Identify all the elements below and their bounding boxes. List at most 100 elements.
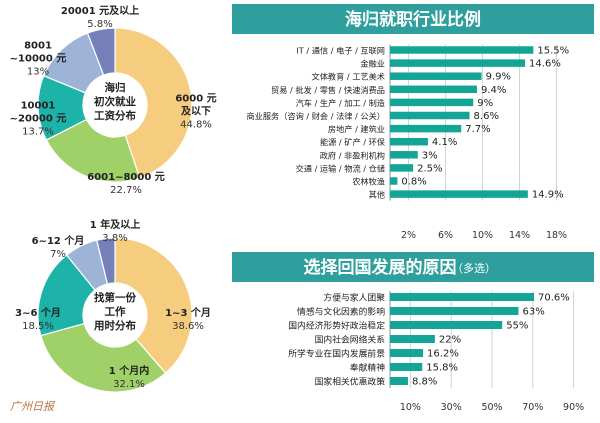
bar	[390, 335, 435, 343]
donut-slice	[45, 118, 141, 183]
category-label: 交通 / 运输 / 物流 / 仓储	[296, 163, 385, 173]
slice-label: 20001 元及以上	[61, 4, 139, 17]
donut-title: 找第一份工作用时分布	[93, 291, 136, 332]
bar	[390, 59, 526, 67]
slice-value: 32.1%	[113, 379, 145, 390]
bar	[390, 293, 535, 301]
tick-label: 6%	[438, 230, 453, 241]
value-label: 14.9%	[532, 190, 564, 201]
tick-label: 90%	[563, 402, 584, 413]
slice-value: 5.8%	[87, 19, 112, 30]
bar	[390, 307, 519, 315]
bar	[390, 377, 408, 385]
donut-title: 海归初次就业工资分布	[94, 81, 136, 122]
value-label: 9.9%	[486, 72, 511, 83]
bar	[390, 46, 534, 54]
bar	[390, 363, 423, 371]
category-label: 能源 / 矿产 / 环保	[320, 137, 386, 147]
slice-value: 44.8%	[180, 120, 212, 131]
slice-label: 3~6 个月	[15, 306, 61, 319]
value-label: 7.7%	[465, 124, 490, 135]
slice-label: 6001~8000 元	[87, 171, 165, 183]
slice-value: 3.8%	[102, 233, 127, 244]
category-label: 所学专业在国内发展前景	[288, 348, 385, 360]
value-label: 63%	[523, 307, 545, 318]
value-label: 4.1%	[432, 137, 457, 148]
tick-label: 30%	[441, 402, 462, 413]
bar	[390, 98, 474, 107]
donut-center	[84, 74, 146, 136]
panel-subtitle: （多选）	[452, 261, 496, 275]
bar	[390, 124, 462, 133]
bar	[390, 164, 414, 172]
bar	[390, 190, 528, 198]
slice-label: 6~12 个月	[32, 234, 85, 247]
category-label: 政府 / 非盈利机构	[320, 150, 385, 160]
category-label: 国家相关优惠政策	[315, 376, 386, 388]
category-label: 金融业	[360, 59, 385, 69]
panel-header	[232, 4, 594, 34]
category-label: 商业服务（咨询 / 财会 / 法律 / 公关）	[246, 111, 385, 121]
value-label: 70.6%	[538, 293, 570, 304]
donut-slice	[86, 27, 116, 76]
bar	[390, 321, 503, 329]
category-label: 情感与文化因素的影响	[297, 306, 385, 318]
panel-header	[232, 252, 594, 282]
category-label: IT / 通信 / 电子 / 互联网	[296, 46, 385, 56]
value-label: 14.6%	[529, 59, 561, 70]
category-label: 方便与家人团聚	[323, 292, 385, 304]
bar	[390, 151, 418, 159]
donut-slice	[114, 237, 193, 374]
slice-label: 10001 ~20000 元	[10, 101, 67, 125]
category-label: 农林牧渔	[352, 177, 385, 187]
bar	[390, 137, 428, 146]
donut-slice	[37, 254, 96, 337]
slice-label: 6000 元及以下	[175, 93, 216, 118]
tick-label: 70%	[522, 402, 543, 413]
slice-label: 1~3 个月	[165, 306, 211, 319]
bar	[390, 177, 398, 185]
bar	[390, 72, 482, 80]
tick-label: 2%	[401, 230, 416, 241]
bar	[390, 111, 470, 120]
tick-label: 14%	[509, 230, 530, 241]
value-label: 15.8%	[426, 363, 458, 374]
value-label: 8.6%	[474, 111, 499, 122]
category-label: 房地产 / 建筑业	[328, 124, 385, 134]
value-label: 8.8%	[412, 377, 437, 388]
category-label: 文体教育 / 工艺美术	[312, 72, 385, 82]
watermark-logo: 广州日报	[10, 400, 56, 413]
value-label: 22%	[439, 335, 461, 346]
category-label: 其他	[369, 190, 385, 200]
category-label: 汽车 / 生产 / 加工 / 制造	[296, 98, 385, 108]
slice-value: 7%	[50, 249, 66, 260]
bar	[390, 85, 477, 94]
donut-slice	[96, 237, 116, 285]
tick-label: 10%	[400, 402, 421, 413]
slice-value: 38.6%	[172, 321, 204, 332]
slice-label: 1 个月内	[109, 364, 149, 377]
value-label: 9.4%	[481, 85, 506, 96]
panel-title: 选择回国发展的原因	[304, 257, 457, 278]
donut-slice	[40, 322, 167, 393]
value-label: 16.2%	[427, 349, 459, 360]
category-label: 国内社会网络关系	[315, 334, 386, 346]
tick-label: 18%	[546, 230, 567, 241]
tick-label: 10%	[472, 230, 493, 241]
slice-label: 1 年及以上	[90, 218, 140, 231]
value-label: 55%	[506, 321, 528, 332]
category-label: 贸易 / 批发 / 零售 / 快速消费品	[271, 85, 385, 95]
panel-title: 海归就职行业比例	[345, 9, 481, 30]
category-label: 国内经济形势好政治稳定	[288, 320, 385, 332]
bar	[390, 349, 424, 357]
value-label: 0.8%	[401, 177, 426, 188]
tick-label: 50%	[481, 402, 502, 413]
donut-center	[84, 284, 146, 346]
slice-value: 13.7%	[22, 127, 54, 138]
donut-slice	[114, 27, 193, 179]
slice-value: 13%	[27, 67, 49, 78]
value-label: 9%	[477, 98, 493, 109]
value-label: 3%	[422, 150, 438, 161]
